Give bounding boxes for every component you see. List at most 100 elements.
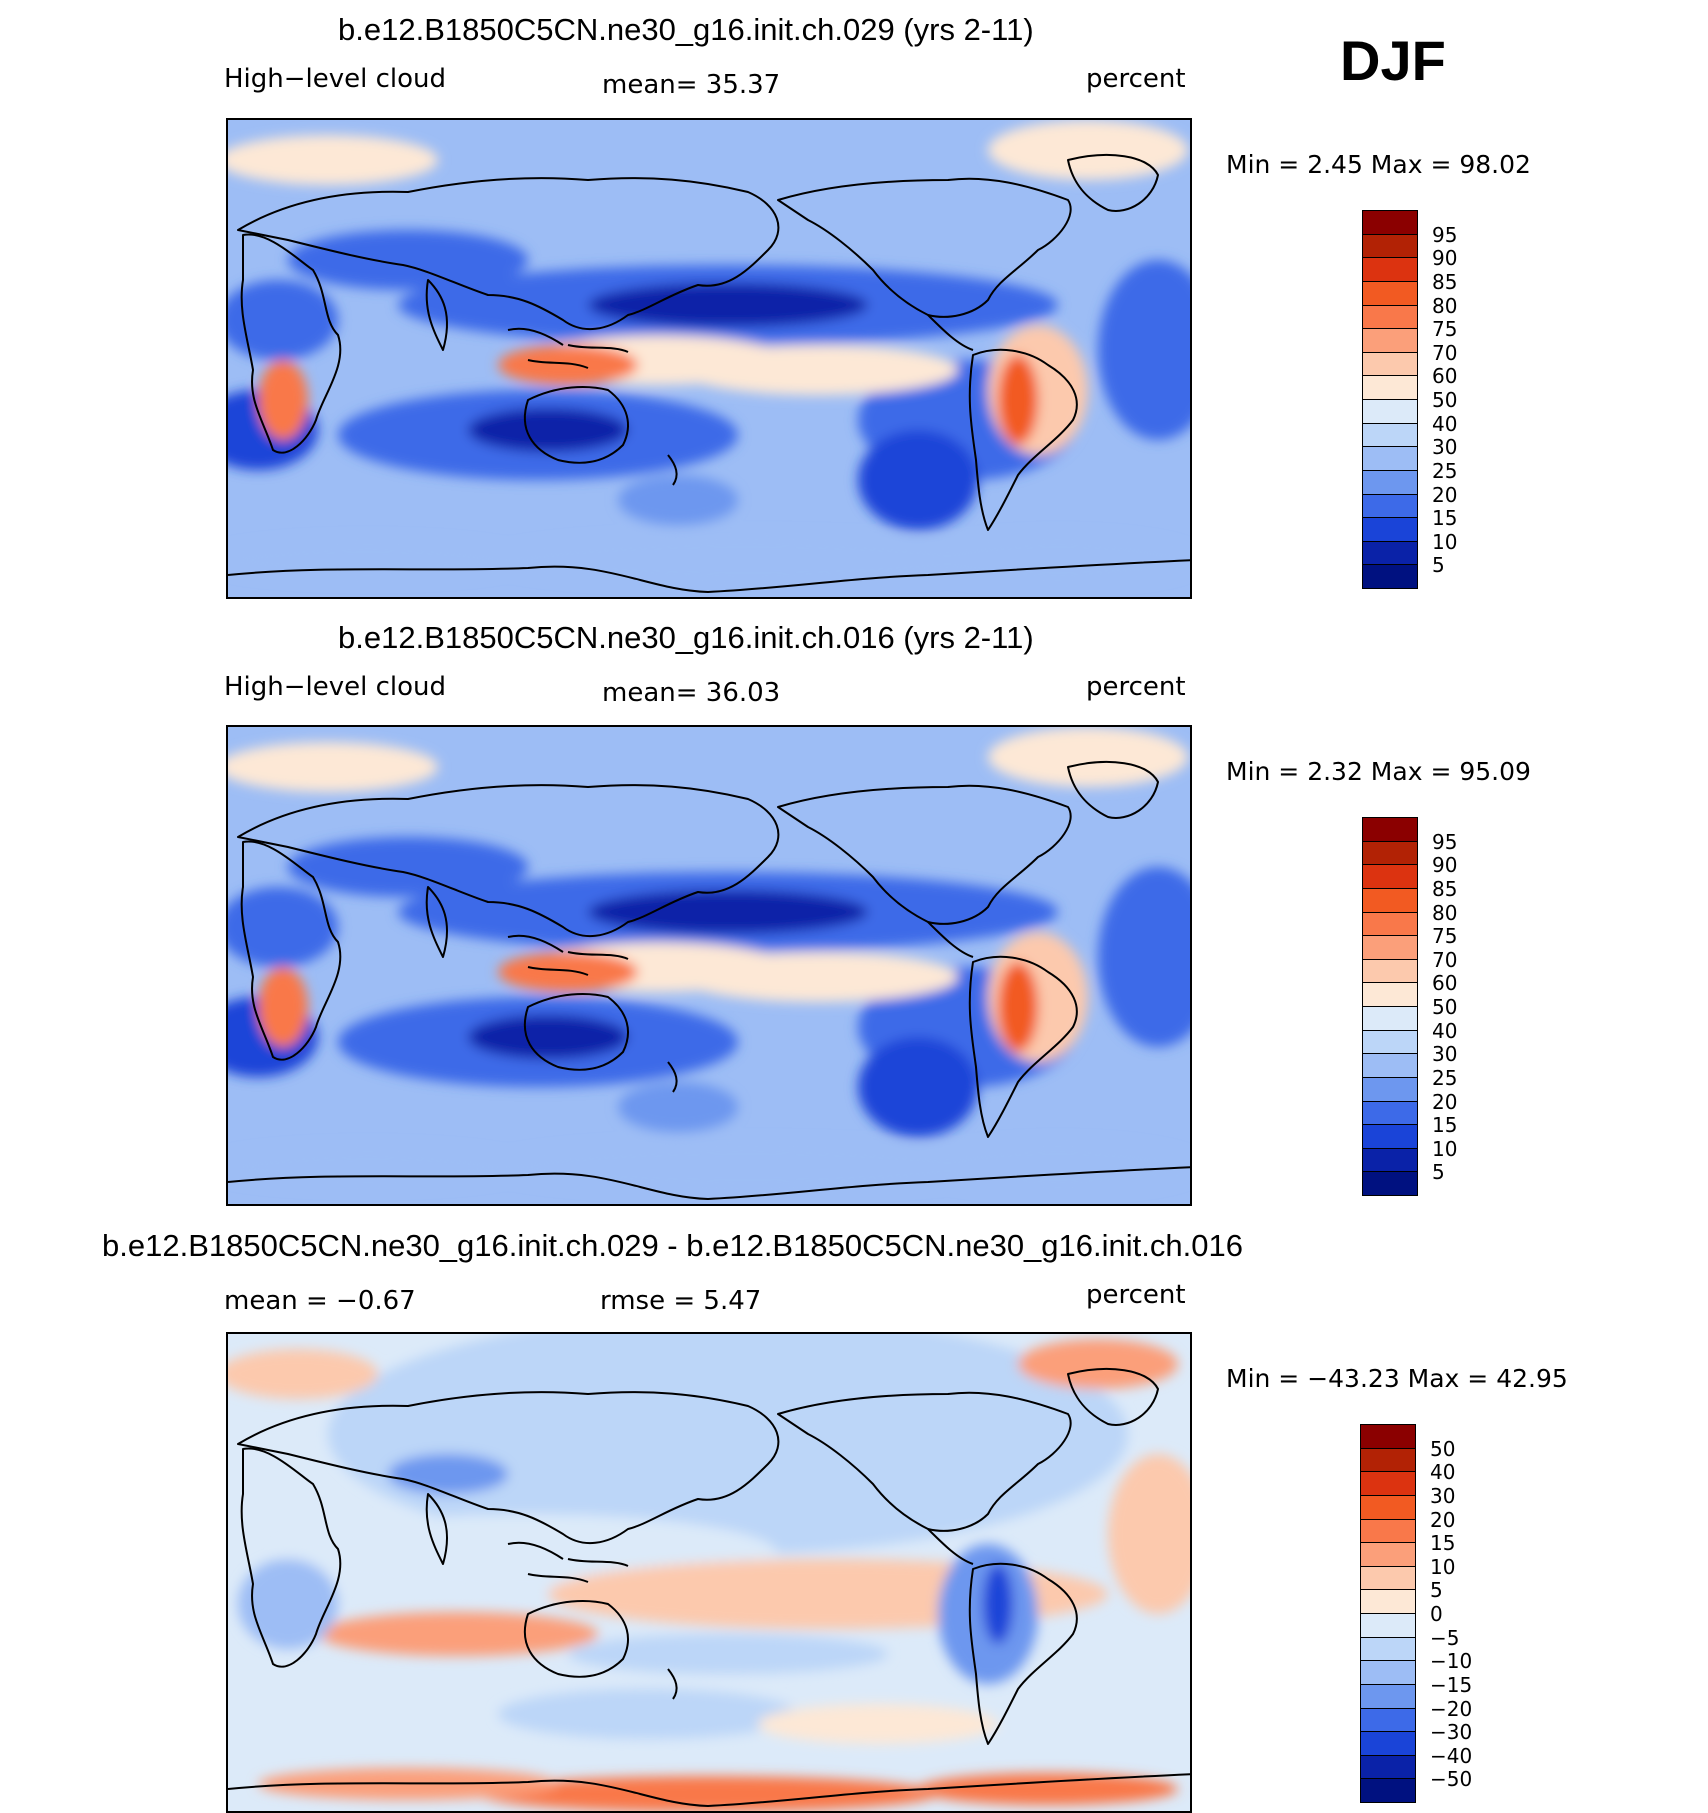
colorbar-swatch — [1360, 1660, 1416, 1685]
colorbar-swatch — [1362, 1006, 1418, 1031]
colorbar-swatch — [1362, 375, 1418, 400]
colorbar-swatch — [1362, 1147, 1418, 1173]
colorbar-tick-label: 75 — [1432, 317, 1458, 342]
colorbar-tick-label: 25 — [1432, 458, 1458, 483]
colorbar-tick-label: 90 — [1432, 853, 1458, 878]
colorbar-tick-label: 15 — [1432, 506, 1458, 531]
colorbar-swatch — [1360, 1589, 1416, 1614]
colorbar-tick-label: −50 — [1430, 1767, 1473, 1792]
colorbar-tick-label: −5 — [1430, 1625, 1460, 1650]
colorbar-swatch — [1360, 1565, 1416, 1591]
colorbar-tick-label: 30 — [1432, 1042, 1458, 1067]
colorbar-swatch — [1362, 564, 1418, 589]
colorbar-tick-label: 5 — [1432, 553, 1445, 578]
colorbar-swatch — [1362, 351, 1418, 377]
map-field — [228, 1334, 1190, 1811]
colorbar-swatch — [1362, 982, 1418, 1007]
colorbar-swatch — [1362, 233, 1418, 259]
colorbar-tick-label: 85 — [1432, 269, 1458, 294]
map-field — [228, 120, 1190, 597]
map-panel — [226, 118, 1192, 599]
colorbar-swatch — [1362, 210, 1418, 235]
colorbar-tick-label: 95 — [1432, 829, 1458, 854]
colorbar-tick-label: 75 — [1432, 924, 1458, 949]
colorbar-tick-label: 25 — [1432, 1065, 1458, 1090]
colorbar-tick-label: 50 — [1430, 1436, 1456, 1461]
colorbar-swatch — [1362, 1100, 1418, 1126]
map-panel — [226, 725, 1192, 1206]
colorbar: 50 40 30 20 15 10 5 0 −5 −10 −15 −20 −30 −40 −50 — [1360, 1424, 1500, 1804]
colorbar-swatch — [1362, 257, 1418, 282]
colorbar-swatch — [1362, 540, 1418, 566]
colorbar-tick-label: 95 — [1432, 222, 1458, 247]
colorbar-tick-label: −30 — [1430, 1720, 1473, 1745]
colorbar-tick-label: 50 — [1432, 995, 1458, 1019]
season-label: DJF — [1340, 29, 1446, 92]
colorbar-swatch — [1362, 446, 1418, 471]
colorbar-tick-label: −40 — [1430, 1743, 1473, 1768]
colorbar-swatch — [1360, 1447, 1416, 1473]
colorbar-swatch — [1362, 840, 1418, 866]
colorbar-swatch — [1362, 304, 1418, 330]
colorbar: 95 90 85 80 75 70 60 50 40 30 25 20 15 10 5 — [1362, 817, 1492, 1197]
colorbar-swatch — [1362, 911, 1418, 937]
colorbar-swatch — [1362, 1124, 1418, 1149]
colorbar-swatch — [1362, 864, 1418, 889]
colorbar-swatch — [1362, 280, 1418, 306]
colorbar-swatch — [1360, 1494, 1416, 1520]
colorbar-tick-label: 80 — [1432, 900, 1458, 925]
map-panel — [226, 1332, 1192, 1813]
colorbar-swatch — [1362, 1171, 1418, 1196]
colorbar-tick-label: 15 — [1430, 1531, 1456, 1556]
colorbar-swatch — [1362, 887, 1418, 913]
colorbar-swatch — [1360, 1542, 1416, 1567]
colorbar-swatch — [1360, 1424, 1416, 1449]
colorbar-swatch — [1360, 1471, 1416, 1496]
colorbar-tick-label: 30 — [1432, 435, 1458, 460]
panel-title: b.e12.B1850C5CN.ne30_g16.init.ch.029 - b… — [102, 1228, 1243, 1263]
colorbar-swatch — [1362, 422, 1418, 448]
colorbar-swatch — [1360, 1754, 1416, 1780]
colorbar-tick-label: −20 — [1430, 1696, 1473, 1721]
colorbar-tick-label: 5 — [1432, 1160, 1445, 1185]
colorbar-swatch — [1362, 517, 1418, 542]
colorbar-swatch — [1362, 817, 1418, 842]
colorbar-swatch — [1362, 469, 1418, 495]
units-label: percent — [1086, 672, 1186, 702]
colorbar-swatch — [1360, 1636, 1416, 1662]
colorbar-tick-label: 40 — [1432, 411, 1458, 436]
colorbar-tick-label: 30 — [1430, 1483, 1456, 1508]
colorbar: 95 90 85 80 75 70 60 50 40 30 25 20 15 10 5 — [1362, 210, 1492, 590]
mean-label: mean= 36.03 — [602, 678, 781, 708]
colorbar-tick-label: 20 — [1430, 1507, 1456, 1532]
colorbar-tick-label: 80 — [1432, 293, 1458, 318]
colorbar-swatch — [1360, 1731, 1416, 1756]
units-label: percent — [1086, 1280, 1186, 1310]
units-label: percent — [1086, 64, 1186, 94]
colorbar-swatch — [1360, 1518, 1416, 1544]
variable-label: High−level cloud — [224, 64, 447, 94]
colorbar-tick-label: 70 — [1432, 947, 1458, 972]
colorbar-tick-label: 10 — [1432, 1136, 1458, 1161]
colorbar-tick-label: 5 — [1430, 1578, 1443, 1603]
colorbar-swatch — [1362, 1029, 1418, 1055]
map-field — [228, 727, 1190, 1204]
colorbar-tick-label: 0 — [1430, 1602, 1443, 1626]
colorbar-tick-label: 60 — [1432, 364, 1458, 389]
min-max-stats: Min = 2.45 Max = 98.02 — [1226, 150, 1531, 179]
colorbar-tick-label: 60 — [1432, 971, 1458, 996]
colorbar-swatch — [1360, 1778, 1416, 1803]
colorbar-swatch — [1362, 958, 1418, 984]
colorbar-swatch — [1360, 1707, 1416, 1733]
colorbar-tick-label: −10 — [1430, 1649, 1473, 1674]
colorbar-tick-label: 40 — [1430, 1460, 1456, 1485]
panel-title: b.e12.B1850C5CN.ne30_g16.init.ch.016 (yr… — [338, 620, 1034, 655]
mean-label: mean= 35.37 — [602, 70, 781, 100]
colorbar-tick-label: 90 — [1432, 246, 1458, 271]
colorbar-tick-label: 10 — [1430, 1554, 1456, 1579]
colorbar-swatch — [1362, 493, 1418, 519]
colorbar-swatch — [1360, 1683, 1416, 1709]
colorbar-swatch — [1362, 1076, 1418, 1102]
variable-label: High−level cloud — [224, 672, 447, 702]
panel-title: b.e12.B1850C5CN.ne30_g16.init.ch.029 (yr… — [338, 12, 1034, 47]
